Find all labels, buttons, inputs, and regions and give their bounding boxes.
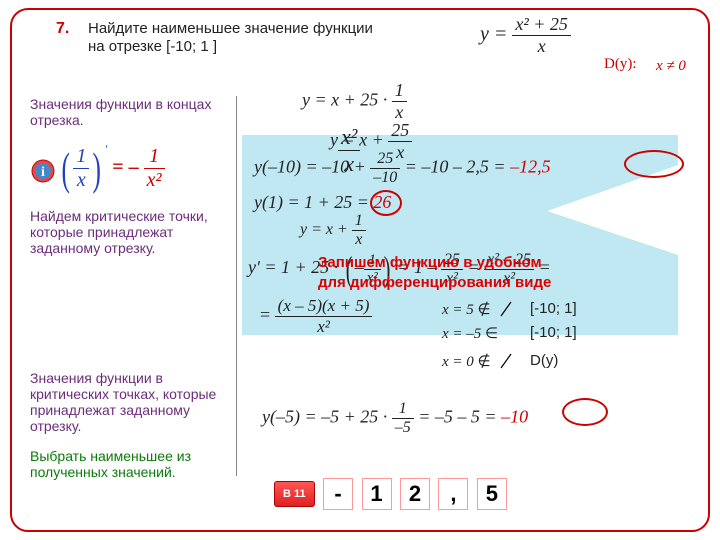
circle-26 bbox=[370, 190, 402, 216]
root-0-set: D(y) bbox=[530, 352, 558, 369]
root-neg5-set: [-10; 1] bbox=[530, 324, 577, 341]
y-of-neg5: y(–5) = –5 + 25 · 1–5 = –5 – 5 = –10 bbox=[262, 400, 528, 437]
root-0: x = 0 ∉ bbox=[442, 352, 491, 371]
info-icon: i bbox=[30, 158, 56, 184]
circle-neg10 bbox=[562, 398, 608, 426]
root-5: x = 5 ∉ bbox=[442, 300, 491, 319]
y-of-neg10: y(–10) = –10 + 25–10 = –10 – 2,5 = –12,5 bbox=[254, 150, 551, 187]
answer-cell-0: - bbox=[323, 478, 353, 510]
root-5-set: [-10; 1] bbox=[530, 300, 577, 317]
answer-cell-4: 5 bbox=[477, 478, 507, 510]
divider bbox=[236, 96, 237, 476]
rewrite-eq1: y = x + 25 · 1x bbox=[302, 80, 407, 123]
deriv-rule: (1x)ʹ = – 1x² bbox=[58, 142, 165, 195]
answer-label: В 11 bbox=[274, 481, 315, 507]
crit-vals-text: Значения функции в критических точках, к… bbox=[30, 370, 240, 434]
circle-neg12-5 bbox=[624, 150, 684, 178]
answer-cell-1: 1 bbox=[362, 478, 392, 510]
problem-number: 7. bbox=[56, 20, 69, 38]
pick-text: Выбрать наименьшее из полученных значени… bbox=[30, 448, 240, 480]
crit-text: Найдем критические точки, которые принад… bbox=[30, 208, 210, 256]
strike-icon bbox=[499, 300, 513, 318]
answer-cell-2: 2 bbox=[400, 478, 430, 510]
task-line1: Найдите наименьшее значение функции bbox=[88, 20, 373, 37]
answer-cell-3: , bbox=[438, 478, 468, 510]
strike-icon-2 bbox=[499, 352, 513, 370]
svg-text:i: i bbox=[41, 165, 45, 180]
task-line2: на отрезке [-10; 1 ] bbox=[88, 38, 217, 55]
root-neg5: x = –5 ∈ bbox=[442, 324, 498, 343]
rewrite-eq3: y = x + 1x bbox=[300, 212, 366, 249]
domain-label: D(y): bbox=[604, 56, 637, 73]
convenient-text2: для дифференцирования виде bbox=[318, 274, 551, 291]
domain-cond: x ≠ 0 bbox=[656, 58, 686, 75]
factored: = (x – 5)(x + 5)x² bbox=[260, 296, 372, 337]
convenient-text1: Запишем функцию в удобном bbox=[318, 254, 542, 271]
answer-bar: В 11 - 1 2 , 5 bbox=[274, 478, 511, 510]
endpoints-text: Значения функции в концах отрезка. bbox=[30, 96, 230, 128]
main-equation: y = x² + 25x bbox=[480, 14, 571, 57]
